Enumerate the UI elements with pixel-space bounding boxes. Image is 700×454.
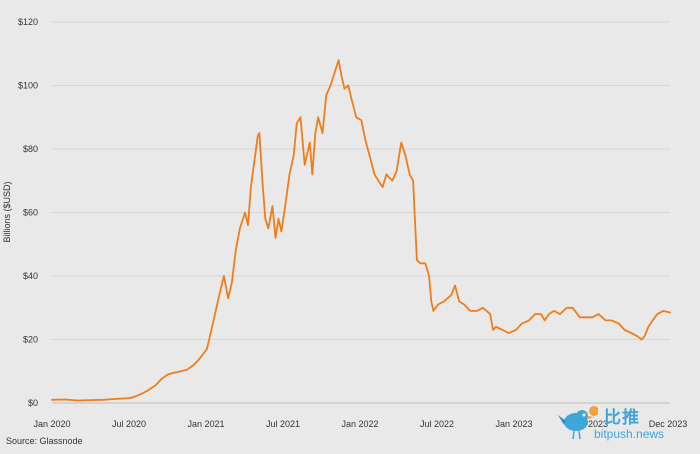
- y-tick-label: $0: [28, 398, 38, 408]
- x-tick-label: Jan 2020: [33, 419, 70, 429]
- watermark-en-text: bitpush.news: [594, 427, 665, 441]
- y-tick-label: $60: [23, 208, 38, 218]
- y-tick-label: $20: [23, 335, 38, 345]
- x-tick-label: Jul 2021: [266, 419, 300, 429]
- x-tick-label: Jan 2022: [341, 419, 378, 429]
- y-tick-label: $100: [18, 81, 38, 91]
- x-tick-label: Jul 2020: [112, 419, 146, 429]
- y-tick-labels: $0 $20 $40 $60 $80 $100 $120: [18, 17, 38, 408]
- y-tick-label: $120: [18, 17, 38, 27]
- x-tick-labels: Jan 2020 Jul 2020 Jan 2021 Jul 2021 Jan 2022…: [33, 419, 687, 429]
- x-tick-label: Jan 2021: [187, 419, 224, 429]
- bird-logo-icon: [558, 406, 598, 440]
- x-tick-label: Dec 2023: [649, 419, 688, 429]
- watermark: 比推 bitpush.news: [558, 403, 698, 451]
- gridlines: [52, 21, 670, 404]
- x-tick-label: Jan 2023: [495, 419, 532, 429]
- source-note: Source: Glassnode: [6, 436, 83, 446]
- y-tick-label: $40: [23, 271, 38, 281]
- x-tick-label: Jul 2023: [574, 419, 608, 429]
- y-axis-label: Billions ($USD): [2, 181, 12, 242]
- watermark-cn-text: 比推: [604, 408, 640, 427]
- y-tick-label: $80: [23, 144, 38, 154]
- x-tick-label: Jul 2022: [420, 419, 454, 429]
- series-line: [51, 59, 671, 402]
